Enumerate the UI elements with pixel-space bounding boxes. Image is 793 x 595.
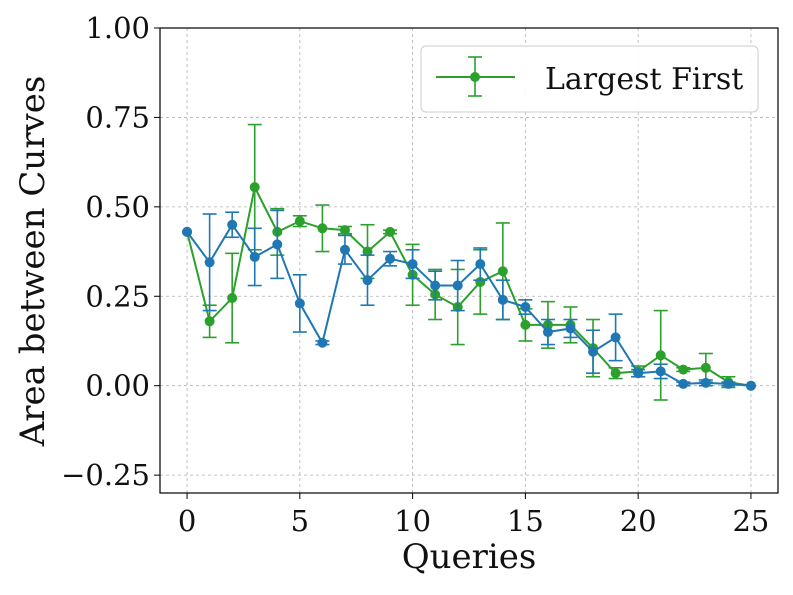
x-tick-label: 15 (507, 504, 544, 538)
data-point (610, 332, 621, 343)
y-tick-label: 0.75 (85, 100, 150, 134)
y-tick-label: −0.25 (61, 458, 150, 492)
data-point (227, 293, 238, 304)
data-point (317, 223, 328, 234)
data-point (655, 350, 666, 361)
y-tick-label: 1.00 (85, 11, 150, 45)
data-point (678, 378, 689, 389)
data-point (294, 216, 305, 227)
data-point (497, 266, 508, 277)
data-point (542, 327, 553, 338)
data-point (678, 364, 689, 375)
x-tick-label: 0 (178, 504, 196, 538)
series-layer (182, 123, 756, 401)
x-tick-label: 20 (620, 504, 657, 538)
data-point (362, 275, 373, 286)
x-tick-label: 10 (394, 504, 431, 538)
legend: Largest First (420, 45, 759, 113)
data-point (633, 368, 644, 379)
data-point (182, 226, 193, 237)
series-series-2 (182, 209, 756, 391)
data-point (520, 302, 531, 312)
y-tick-label: 0.25 (85, 279, 150, 313)
data-point (362, 246, 373, 257)
data-point (700, 362, 711, 373)
data-point (407, 259, 418, 270)
legend-label: Largest First (545, 62, 743, 97)
legend-box (420, 45, 759, 113)
data-point (204, 316, 215, 327)
data-point (227, 219, 238, 230)
data-point (520, 319, 531, 330)
plot-frame (159, 27, 779, 494)
data-point (294, 298, 305, 309)
data-point (452, 280, 463, 291)
y-tick-label: 0.50 (85, 190, 150, 224)
data-point (475, 259, 486, 270)
x-tick-label: 25 (732, 504, 769, 538)
data-point (204, 257, 215, 268)
data-point (700, 377, 711, 388)
y-axis-title: Area between Curves (13, 76, 53, 448)
data-point (745, 380, 756, 391)
data-point (385, 253, 396, 264)
data-point (339, 244, 350, 255)
y-tick-label: 0.00 (85, 369, 150, 403)
x-tick-label: 5 (291, 504, 309, 538)
data-point (588, 346, 599, 357)
data-point (249, 251, 260, 262)
data-point (497, 294, 508, 305)
axis-ticks: 0 5 10 15 20 25 1.00 0.75 0.50 0.25 0.00 −0.25 (61, 11, 769, 538)
legend-marker (470, 72, 480, 82)
data-point (723, 378, 734, 389)
data-point (430, 280, 441, 291)
data-point (317, 337, 328, 348)
data-point (339, 225, 350, 236)
data-point (610, 368, 621, 379)
x-axis-title: Queries (402, 537, 537, 577)
data-point (565, 323, 576, 334)
data-point (249, 182, 260, 193)
data-point (272, 239, 283, 250)
data-point (655, 366, 666, 377)
data-point (385, 226, 396, 237)
